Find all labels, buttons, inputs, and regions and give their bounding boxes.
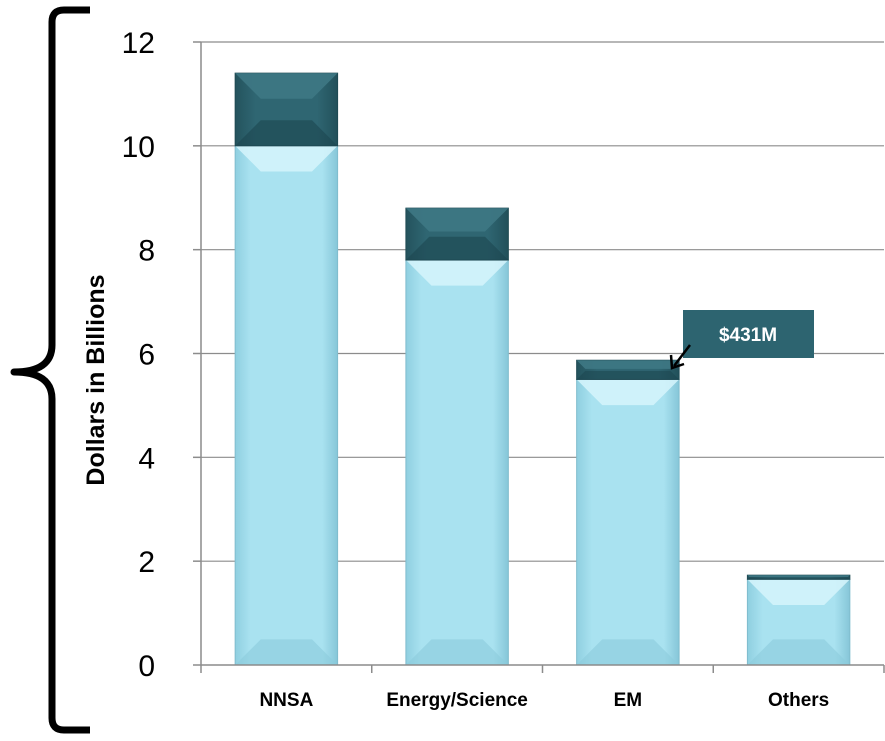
bar-segment (405, 207, 509, 261)
axes (193, 41, 885, 673)
annotation-arrowhead (669, 354, 685, 370)
category-label: NNSA (259, 690, 313, 711)
bar-bevel-bottom (747, 639, 850, 665)
bar-segment (234, 145, 339, 666)
bar-bevel (405, 260, 509, 286)
bar-base (576, 378, 680, 666)
y-tick-label: 2 (138, 546, 155, 579)
bar-segment (576, 378, 680, 666)
bar-bevel (747, 575, 850, 578)
y-axis-label: Dollars in Billions (82, 274, 110, 485)
y-tick-label: 12 (122, 27, 155, 60)
annotation-box (683, 310, 814, 358)
bar-segment (576, 359, 680, 380)
annotation-label: $431M (719, 325, 777, 346)
bar-bevel (235, 73, 338, 99)
bar-bevel (576, 360, 680, 369)
category-label: Others (768, 690, 829, 711)
bar-segment (746, 578, 851, 666)
bar-bevel (235, 145, 338, 172)
bar-bevel-bottom (235, 639, 338, 665)
bar-segment (234, 72, 339, 147)
left-brace (10, 6, 90, 734)
bar-bevel (747, 579, 850, 605)
annotation-arrow (673, 344, 691, 367)
bar-bevel-bottom (405, 639, 509, 665)
bar-bevel (576, 379, 680, 406)
bar-bevel-bottom (576, 639, 680, 665)
bar-bevel-bottom (235, 120, 338, 146)
y-tick-label: 6 (138, 339, 155, 372)
bar-bevel (405, 208, 509, 232)
y-tick-label: 0 (138, 650, 155, 683)
bar-bevel-bottom (405, 236, 509, 261)
bar-base (234, 145, 339, 666)
bar-bevel-bottom (747, 577, 850, 580)
category-labels: NNSA Energy/Science EM Others (259, 690, 829, 711)
category-label: EM (614, 690, 643, 711)
y-tick-label: 10 (122, 131, 155, 164)
y-tick-labels: 0 2 4 6 8 10 12 (122, 27, 155, 683)
y-tick-label: 4 (138, 442, 155, 475)
bar-bevel-bottom (576, 370, 680, 380)
y-tick-label: 8 (138, 235, 155, 268)
bar-segment (405, 259, 509, 666)
bars (234, 72, 851, 666)
bar-segment (746, 574, 851, 580)
annotation-callout: $431M (669, 310, 814, 370)
bar-base (405, 259, 509, 666)
category-label: Energy/Science (386, 690, 528, 711)
